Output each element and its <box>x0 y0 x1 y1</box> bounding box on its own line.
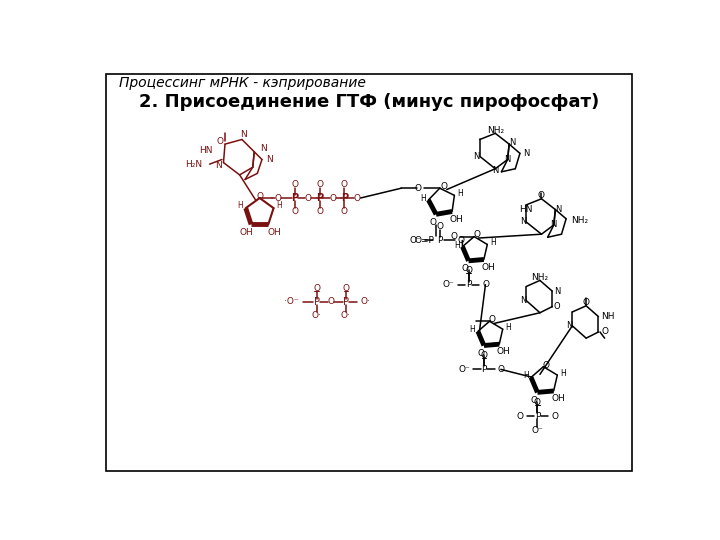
Text: P: P <box>437 236 443 245</box>
Text: 2. Присоединение ГТФ (минус пирофосфат): 2. Присоединение ГТФ (минус пирофосфат) <box>139 93 599 111</box>
Text: N: N <box>509 138 516 147</box>
Text: O: O <box>316 207 323 215</box>
Text: O: O <box>489 315 495 324</box>
Text: O: O <box>582 298 590 307</box>
Text: O: O <box>292 207 299 215</box>
Text: OH: OH <box>240 228 253 237</box>
Text: O: O <box>531 396 538 404</box>
Text: O·: O· <box>361 298 370 307</box>
Text: P: P <box>292 193 299 203</box>
Text: O: O <box>450 232 457 241</box>
Text: O⁻: O⁻ <box>459 365 470 374</box>
Text: O: O <box>341 180 348 190</box>
Text: N: N <box>505 155 510 164</box>
Text: N: N <box>266 155 274 164</box>
Text: O: O <box>292 180 299 190</box>
Text: OH: OH <box>497 347 510 356</box>
Text: NH₂: NH₂ <box>571 216 588 225</box>
Text: O: O <box>538 191 545 200</box>
Text: O: O <box>440 182 447 191</box>
Text: OH: OH <box>450 215 464 224</box>
Text: P: P <box>314 297 320 307</box>
Text: Процессинг мРНК - кэприрование: Процессинг мРНК - кэприрование <box>119 76 366 90</box>
Text: H: H <box>238 200 243 210</box>
Text: N: N <box>554 287 560 296</box>
Text: H: H <box>420 194 426 203</box>
Text: N: N <box>492 166 498 175</box>
Text: N: N <box>261 144 267 153</box>
Text: O: O <box>343 285 349 293</box>
Text: N: N <box>523 149 529 158</box>
Text: NH: NH <box>601 312 615 321</box>
Text: O⁻: O⁻ <box>531 426 544 435</box>
Text: O: O <box>462 264 469 273</box>
Text: O: O <box>313 285 320 293</box>
Text: P: P <box>343 297 349 307</box>
Text: O·: O· <box>312 310 322 320</box>
Text: O: O <box>552 412 558 421</box>
Text: O: O <box>305 193 312 202</box>
Text: O: O <box>328 298 335 307</box>
Text: O: O <box>480 351 487 360</box>
Text: O: O <box>316 180 323 190</box>
Text: O⁻: O⁻ <box>443 280 454 289</box>
Text: H₂N: H₂N <box>185 160 202 168</box>
Text: O: O <box>430 218 436 226</box>
Text: O: O <box>473 231 480 239</box>
Text: OH: OH <box>268 228 282 237</box>
Text: O: O <box>543 361 549 369</box>
Text: OH: OH <box>482 262 495 272</box>
Text: N: N <box>520 296 526 305</box>
Text: P: P <box>481 365 487 374</box>
Text: H: H <box>469 325 475 334</box>
Text: N: N <box>215 161 222 170</box>
Text: H: H <box>505 323 511 332</box>
Text: N: N <box>566 321 572 330</box>
Text: O: O <box>354 193 361 202</box>
Text: O: O <box>329 193 336 202</box>
Text: HN: HN <box>199 146 212 155</box>
Text: P: P <box>316 193 323 203</box>
Text: O: O <box>341 207 348 215</box>
Text: H: H <box>276 200 282 210</box>
Text: H: H <box>560 369 566 378</box>
Text: O: O <box>477 349 485 357</box>
Text: O: O <box>458 236 464 245</box>
Text: H: H <box>457 190 463 198</box>
Text: OH: OH <box>552 394 565 403</box>
Text: O: O <box>601 327 608 336</box>
Text: O=P: O=P <box>415 236 435 245</box>
Text: N: N <box>551 220 557 230</box>
Text: O: O <box>217 137 224 146</box>
Text: N: N <box>520 218 526 226</box>
Text: N: N <box>555 205 562 214</box>
Text: O: O <box>498 365 505 374</box>
Text: O: O <box>554 302 560 311</box>
Text: O: O <box>414 184 421 193</box>
Text: O: O <box>436 222 444 231</box>
Text: ·O⁻: ·O⁻ <box>284 298 298 307</box>
Text: O: O <box>257 192 264 201</box>
Text: O: O <box>274 193 282 202</box>
Text: HN: HN <box>518 205 532 214</box>
Text: H: H <box>523 372 528 380</box>
Text: O: O <box>465 266 472 275</box>
Text: O: O <box>516 412 523 421</box>
Text: O: O <box>534 398 541 407</box>
Text: O⁻: O⁻ <box>410 236 421 245</box>
Text: P: P <box>466 280 471 289</box>
Text: P: P <box>535 412 540 421</box>
Text: NH₂: NH₂ <box>487 126 504 135</box>
Text: H: H <box>454 241 460 249</box>
Text: N: N <box>474 152 480 161</box>
Text: NH₂: NH₂ <box>531 273 549 282</box>
Text: O: O <box>482 280 490 289</box>
Text: O·: O· <box>341 310 351 320</box>
Text: N: N <box>240 130 247 139</box>
Text: H: H <box>490 239 495 247</box>
Text: P: P <box>341 193 348 203</box>
